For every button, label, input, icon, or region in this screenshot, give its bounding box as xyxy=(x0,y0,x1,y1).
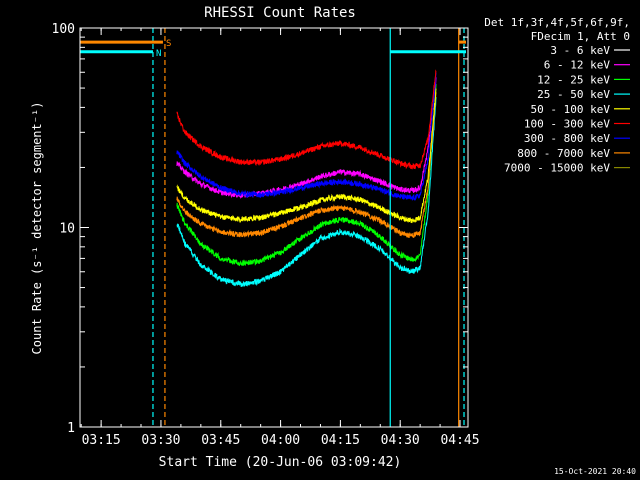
x-tick-label-0: 03:15 xyxy=(82,433,121,448)
x-axis-label: Start Time (20-Jun-06 03:09:42) xyxy=(159,455,402,470)
y-tick-label-0: 1 xyxy=(67,421,75,436)
trace-3-6-kev xyxy=(176,110,437,331)
y-axis-ticks: 1 10 100 xyxy=(52,22,468,436)
trace-800-7000-kev xyxy=(176,92,437,239)
legend-label-12-25-kev: 12 - 25 keV xyxy=(537,73,610,86)
legend: Det 1f,3f,4f,5f,6f,9f, FDecim 1, Att 0 3… xyxy=(484,16,630,175)
trace-100-300-kev xyxy=(176,69,437,170)
x-tick-label-2: 03:45 xyxy=(201,433,240,448)
legend-label-6-12-kev: 6 - 12 keV xyxy=(544,59,611,72)
legend-label-3-6-kev: 3 - 6 keV xyxy=(550,44,610,57)
flag-bars: SN xyxy=(80,28,467,427)
generation-timestamp: 15-Oct-2021 20:40 xyxy=(554,467,636,476)
x-axis-ticks: 03:15 03:30 03:45 04:00 04:15 04:30 04:45 xyxy=(80,28,480,448)
legend-label-800-7000-kev: 800 - 7000 keV xyxy=(517,147,610,160)
legend-header-line-2: FDecim 1, Att 0 xyxy=(531,30,630,43)
x-tick-label-5: 04:30 xyxy=(381,433,420,448)
legend-label-300-800-kev: 300 - 800 keV xyxy=(524,132,610,145)
data-traces xyxy=(176,69,437,331)
legend-label-25-50-kev: 25 - 50 keV xyxy=(537,88,610,101)
y-tick-label-2: 100 xyxy=(52,22,75,37)
y-axis-label: Count Rate (s⁻¹ detector segment⁻¹) xyxy=(30,102,44,355)
trace-300-800-kev xyxy=(176,72,437,201)
x-tick-label-6: 04:45 xyxy=(440,433,479,448)
chart-title: RHESSI Count Rates xyxy=(204,5,356,21)
trace-6-12-kev xyxy=(176,77,437,199)
trace-50-100-kev xyxy=(176,88,437,224)
flag-label-s: S xyxy=(166,39,171,49)
legend-label-7000-15000-kev: 7000 - 15000 keV xyxy=(504,162,610,175)
legend-header-line-1: Det 1f,3f,4f,5f,6f,9f, xyxy=(484,16,630,29)
x-tick-label-1: 03:30 xyxy=(141,433,180,448)
trace-12-25-kev xyxy=(176,84,437,267)
trace-25-50-kev xyxy=(176,97,437,287)
flag-label-n: N xyxy=(156,49,161,59)
legend-label-50-100-kev: 50 - 100 keV xyxy=(531,103,611,116)
legend-label-100-300-kev: 100 - 300 keV xyxy=(524,118,610,131)
y-tick-label-1: 10 xyxy=(59,222,75,237)
x-tick-label-4: 04:15 xyxy=(321,433,360,448)
x-tick-label-3: 04:00 xyxy=(261,433,300,448)
